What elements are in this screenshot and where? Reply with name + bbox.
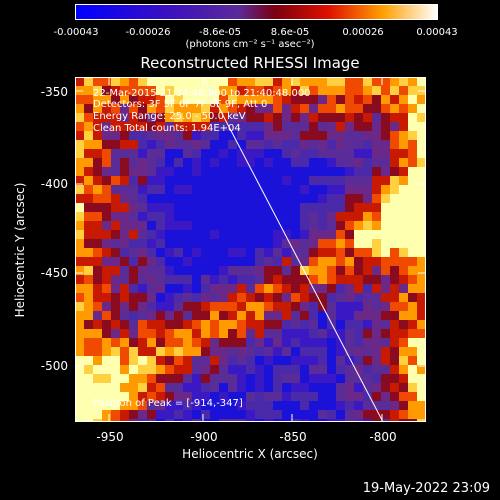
colorbar-tick-label: 0.00043 xyxy=(416,27,458,38)
image-pixels xyxy=(75,77,426,422)
y-tick-label: -350 xyxy=(40,85,68,99)
x-tick-label: -900 xyxy=(190,430,218,444)
y-tick-label: -500 xyxy=(40,359,68,373)
clean-counts-annotation: Clean Total counts: 1.94E+04 xyxy=(93,123,241,134)
colorbar-unit-label: (photons cm⁻² s⁻¹ asec⁻²) xyxy=(185,39,315,50)
y-axis-label: Heliocentric Y (arcsec) xyxy=(13,182,27,318)
colorbar-tick-label: -0.00043 xyxy=(53,27,99,38)
axis-ticks xyxy=(75,77,426,422)
colorbar-tick-label: 0.00026 xyxy=(342,27,384,38)
x-tick-label: -850 xyxy=(279,430,307,444)
image-title: Reconstructed RHESSI Image xyxy=(140,54,360,72)
colorbar xyxy=(75,4,438,20)
colorbar-tick-label: 8.6e-05 xyxy=(270,27,310,38)
x-tick-label: -950 xyxy=(96,430,124,444)
y-tick-label: -400 xyxy=(40,177,68,191)
energy-range-annotation: Energy Range: 25.0 - 50.0 keV xyxy=(93,111,246,122)
colorbar-tick-label: -0.00026 xyxy=(125,27,171,38)
time-range-annotation: 22-Mar-2015 21:34:48.000 to 21:40:48.000 xyxy=(93,88,311,99)
peak-position-annotation: Position of Peak = [-914,-347] xyxy=(93,398,243,409)
limb-line xyxy=(202,77,384,422)
timestamp-footer: 19-May-2022 23:09 xyxy=(362,481,490,496)
y-tick-label: -450 xyxy=(40,266,68,280)
x-axis-label: Heliocentric X (arcsec) xyxy=(182,447,318,461)
x-tick-label: -800 xyxy=(369,430,397,444)
plot-frame xyxy=(75,77,426,422)
rhessi-image-plot xyxy=(75,77,426,422)
colorbar-tick-label: -8.6e-05 xyxy=(199,27,241,38)
detectors-annotation: Detectors: 3F 5F 6F 7F 8F 9F, Att 0 xyxy=(93,99,268,110)
